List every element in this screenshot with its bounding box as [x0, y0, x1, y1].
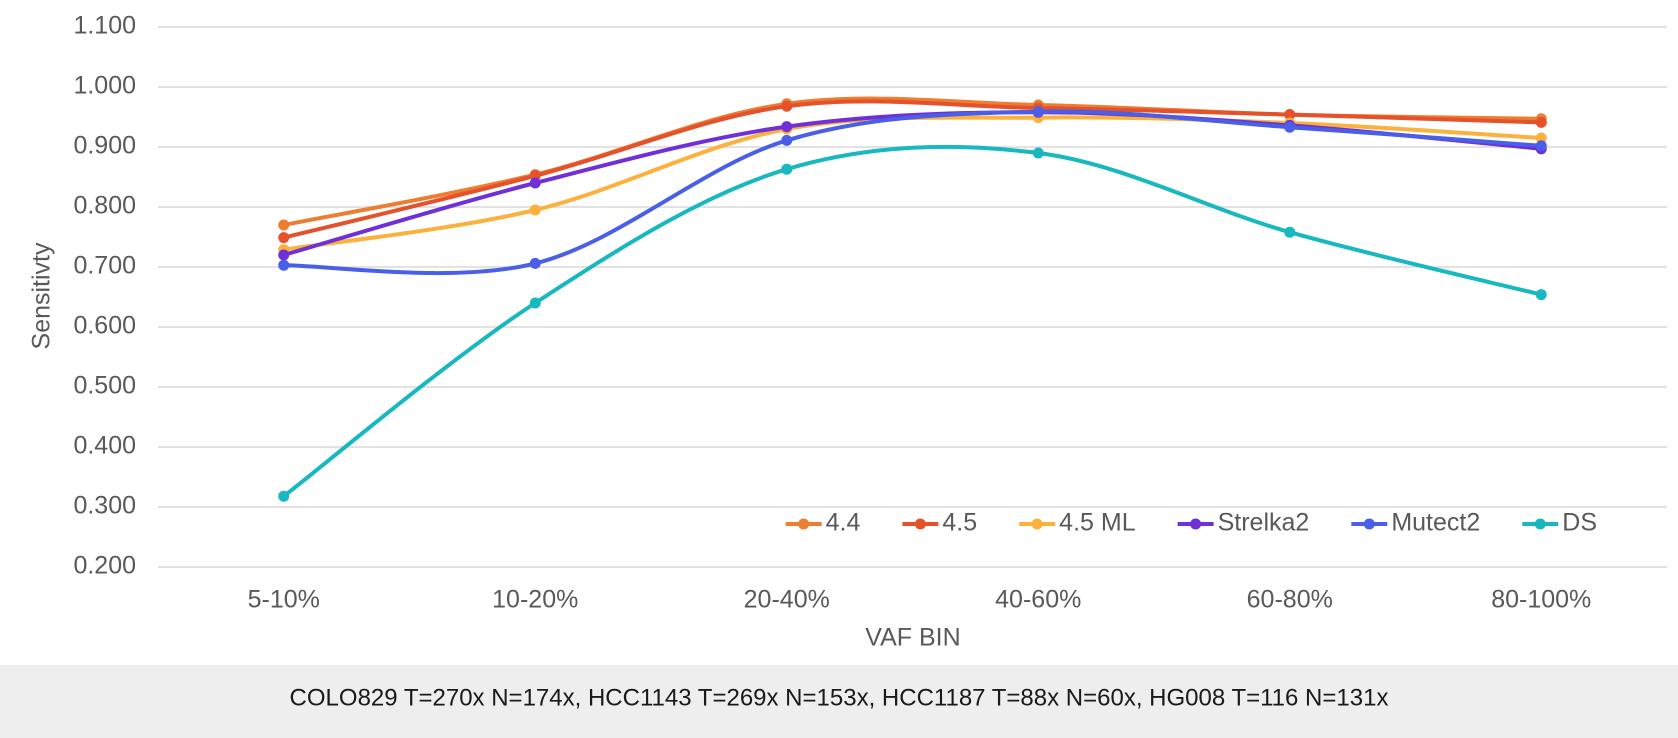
data-point: [529, 177, 541, 189]
y-tick-label: 0.900: [73, 132, 136, 160]
legend-item: Mutect2: [1351, 509, 1480, 537]
y-tick-label: 0.600: [73, 312, 136, 340]
y-tick-label: 0.200: [73, 552, 136, 580]
data-point: [278, 232, 290, 244]
data-point: [529, 204, 541, 216]
y-tick-label: 1.100: [73, 12, 136, 40]
data-point: [1032, 147, 1044, 159]
series-line: [283, 99, 1542, 240]
data-point: [1535, 289, 1547, 301]
data-point: [781, 100, 793, 112]
data-point: [278, 490, 290, 502]
x-tick-label: 10-20%: [492, 586, 578, 614]
legend-item: 4.4: [785, 509, 861, 537]
legend-label: Mutect2: [1391, 509, 1480, 537]
legend-label: Strelka2: [1218, 509, 1310, 537]
data-point: [1535, 116, 1547, 128]
legend-label: DS: [1562, 509, 1597, 537]
footnote: COLO829 T=270x N=174x, HCC1143 T=269x N=…: [290, 684, 1389, 711]
legend-label: 4.5: [942, 509, 977, 537]
y-tick-label: 0.400: [73, 432, 136, 460]
data-point: [1032, 106, 1044, 118]
y-tick-label: 0.800: [73, 192, 136, 220]
data-point: [529, 297, 541, 309]
y-tick-label: 0.300: [73, 492, 136, 520]
data-point: [278, 259, 290, 271]
y-axis-label: Sensitivty: [28, 242, 56, 349]
data-point: [1535, 140, 1547, 152]
data-point: [1284, 226, 1296, 238]
x-tick-label: 40-60%: [995, 586, 1081, 614]
legend-swatch-marker: [914, 518, 926, 530]
footnote-band: [0, 665, 1678, 738]
legend-label: 4.4: [826, 509, 861, 537]
legend-swatch-marker: [1031, 518, 1043, 530]
legend-item: DS: [1522, 509, 1597, 537]
data-point: [781, 134, 793, 146]
y-tick-label: 0.500: [73, 372, 136, 400]
chart-background: [0, 0, 1678, 665]
data-point: [1535, 132, 1547, 144]
x-tick-label: 20-40%: [744, 586, 830, 614]
data-point: [278, 219, 290, 231]
series-line: [283, 109, 1542, 276]
legend-swatch-marker: [1363, 518, 1375, 530]
series-line: [282, 144, 1542, 498]
y-tick-label: 1.000: [73, 72, 136, 100]
legend-label: 4.5 ML: [1059, 509, 1136, 537]
x-tick-label: 5-10%: [248, 586, 320, 614]
data-point: [1284, 121, 1296, 133]
x-axis-label: VAF BIN: [865, 624, 960, 652]
data-point: [781, 121, 793, 133]
legend-item: 4.5: [902, 509, 977, 537]
legend-swatch-marker: [1190, 518, 1202, 530]
legend-swatch-marker: [1534, 518, 1546, 530]
y-tick-label: 0.700: [73, 252, 136, 280]
x-tick-label: 60-80%: [1247, 586, 1333, 614]
data-point: [781, 163, 793, 175]
legend-item: 4.5 ML: [1019, 509, 1136, 537]
data-point: [278, 249, 290, 261]
legend-item: Strelka2: [1177, 509, 1310, 537]
data-point: [529, 257, 541, 269]
legend-swatch-marker: [798, 518, 810, 530]
x-tick-label: 80-100%: [1491, 586, 1591, 614]
data-point: [1284, 109, 1296, 121]
